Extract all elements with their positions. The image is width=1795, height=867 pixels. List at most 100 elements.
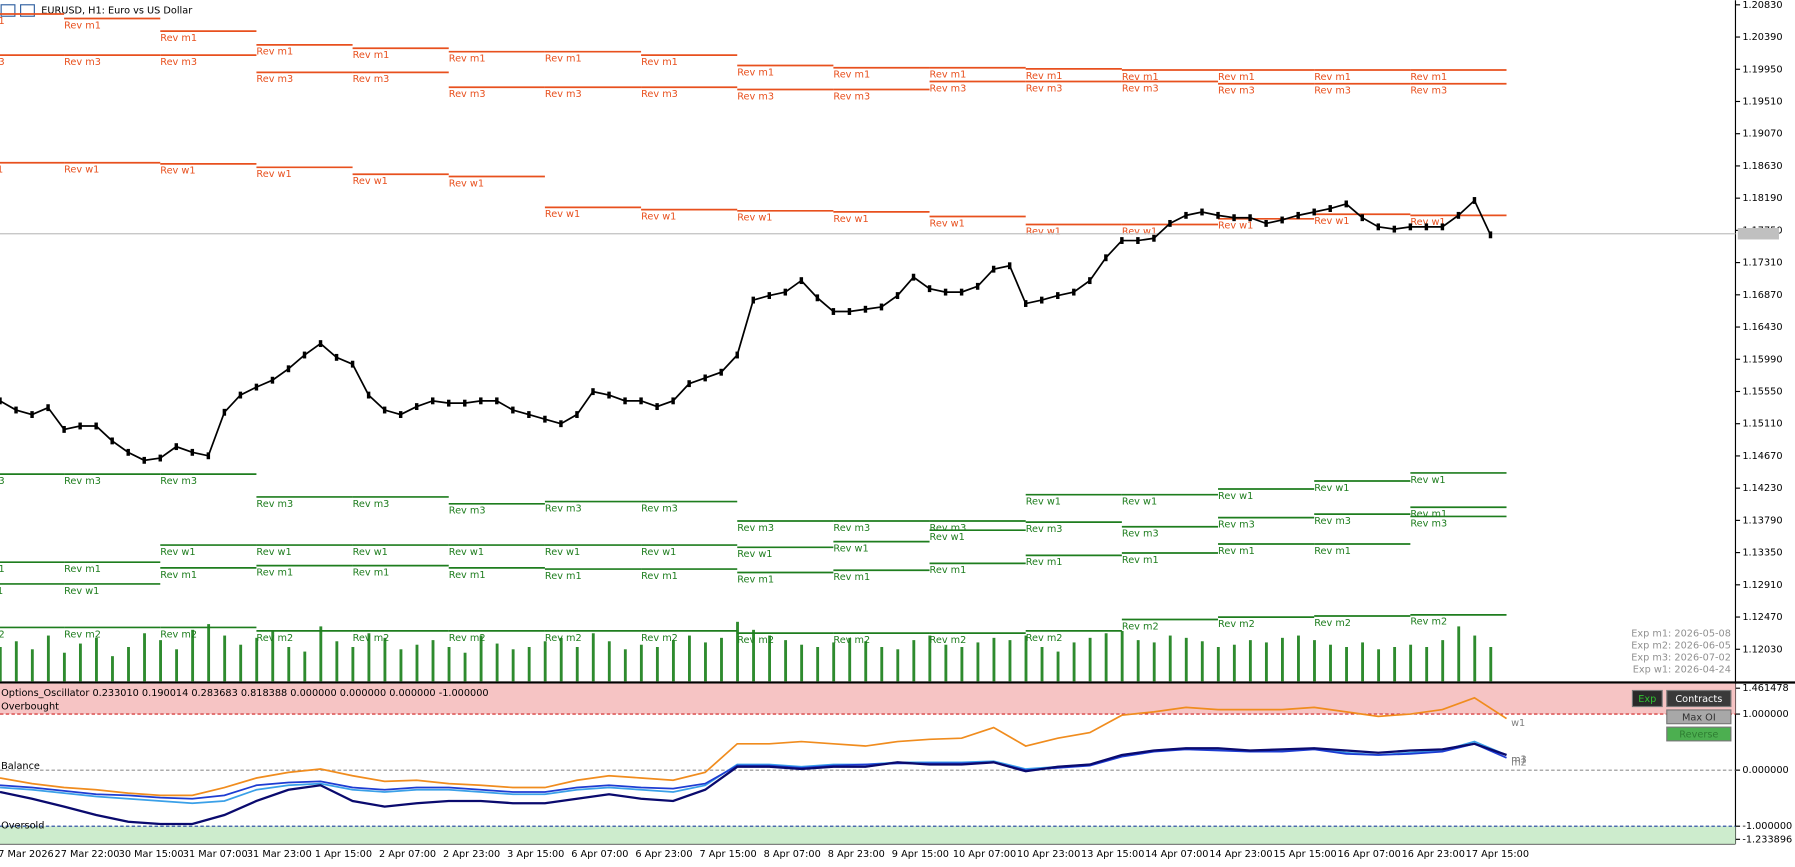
level-label: Rev w1 — [1122, 497, 1157, 508]
price-point — [1184, 211, 1188, 219]
button-label[interactable]: Contracts — [1675, 694, 1722, 705]
level-label: Rev w1 — [1122, 226, 1157, 237]
level-label: Rev w1 — [1314, 483, 1349, 494]
level-label: Rev m1 — [545, 54, 582, 65]
level-label: Rev m3 — [737, 91, 774, 102]
level-label: Rev m3 — [1314, 86, 1351, 97]
volume-bar — [864, 641, 868, 682]
volume-bar — [1008, 640, 1012, 682]
volume-bar — [1088, 637, 1092, 682]
button-label[interactable]: Max OI — [1682, 712, 1716, 723]
level-label: Rev m1 — [449, 570, 486, 581]
level-label: Rev w1 — [0, 165, 3, 176]
price-point — [30, 411, 34, 418]
x-tick-label: 14 Apr 07:00 — [1145, 849, 1208, 860]
level-label: Rev m2 — [160, 629, 197, 640]
x-tick-label: 16 Apr 07:00 — [1337, 849, 1400, 860]
volume-bar — [1280, 637, 1284, 682]
volume-bar — [1216, 646, 1220, 682]
level-label: Rev m3 — [353, 74, 390, 85]
price-point — [238, 391, 243, 399]
volume-bar — [1489, 646, 1493, 682]
volume-bar — [752, 629, 755, 682]
level-label: Rev w1 — [64, 586, 99, 597]
price-point — [719, 368, 723, 376]
y-tick-label: 1.000000 — [1742, 709, 1788, 720]
button[interactable]: Max OI — [1666, 709, 1732, 725]
volume-bar — [479, 635, 483, 682]
price-point — [943, 288, 948, 296]
level-label: Rev m2 — [1314, 618, 1351, 629]
price-point — [1023, 300, 1028, 307]
price-point — [1328, 205, 1332, 212]
level-label: Rev m3 — [64, 476, 101, 487]
y-tick-label: 1.18630 — [1742, 161, 1782, 172]
level-label: Rev m1 — [930, 70, 967, 81]
level-label: Rev m1 — [641, 57, 678, 68]
button-label[interactable]: Exp — [1638, 694, 1656, 705]
price-point — [1376, 223, 1381, 231]
volume-bar — [1345, 646, 1348, 682]
volume-bar — [639, 644, 643, 682]
level-label: Rev m3 — [641, 503, 678, 514]
level-label: Rev m2 — [64, 629, 101, 640]
level-label: Rev m1 — [0, 16, 5, 27]
x-tick-label: 1 Apr 15:00 — [315, 849, 372, 860]
level-label: Rev m3 — [256, 499, 293, 510]
price-point — [703, 374, 707, 382]
level-label: Rev m3 — [545, 503, 582, 514]
price-point — [62, 425, 66, 433]
y-tick-label: 0.000000 — [1742, 765, 1788, 776]
level-label: Rev w1 — [64, 165, 99, 176]
level-label: Rev w1 — [833, 214, 868, 225]
price-point — [1456, 211, 1461, 219]
price-point — [639, 397, 643, 405]
level-label: Rev m2 — [545, 633, 582, 644]
volume-bar — [175, 649, 179, 682]
price-point — [1168, 219, 1172, 227]
price-point — [975, 282, 980, 290]
series-label: m3 — [1511, 755, 1527, 766]
price-point — [1264, 219, 1268, 227]
level-label: Rev m2 — [449, 633, 486, 644]
price-point — [1280, 216, 1284, 224]
price-point — [366, 391, 371, 399]
x-tick-label: 3 Apr 15:00 — [507, 849, 564, 860]
volume-bar — [1184, 637, 1188, 682]
button[interactable]: Reverse — [1666, 726, 1732, 742]
volume-bar — [303, 651, 307, 682]
level-label: Rev w1 — [930, 218, 965, 229]
price-point — [142, 456, 146, 464]
y-tick-label: -1.000000 — [1742, 821, 1792, 832]
price-point — [1200, 208, 1204, 216]
volume-bar — [511, 649, 515, 682]
price-point — [1152, 234, 1156, 242]
level-label: Rev w1 — [449, 547, 484, 558]
volume-bar — [351, 646, 355, 682]
level-label: Rev m1 — [1314, 72, 1351, 83]
price-point — [1007, 262, 1012, 270]
level-label: Rev m2 — [1218, 619, 1255, 630]
volume-bar — [1056, 651, 1060, 682]
level-label: Rev m3 — [1410, 86, 1447, 97]
level-label: Rev m2 — [930, 635, 967, 646]
button[interactable]: Exp — [1631, 689, 1663, 708]
level-label: Rev m1 — [1410, 72, 1447, 83]
oscillator-line — [0, 696, 1507, 797]
price-point — [511, 406, 515, 414]
price-point — [479, 397, 483, 405]
level-label: Rev m1 — [449, 54, 486, 65]
volume-bar — [111, 656, 114, 682]
price-point — [1408, 223, 1413, 231]
volume-bar — [1040, 646, 1044, 682]
price-point — [831, 308, 836, 315]
button[interactable]: Contracts — [1666, 689, 1732, 708]
level-label: Rev w1 — [1410, 217, 1445, 228]
volume-bar — [736, 621, 739, 682]
price-point — [222, 408, 227, 416]
button-label[interactable]: Reverse — [1679, 730, 1718, 741]
level-label: Rev m2 — [833, 635, 870, 646]
volume-bar — [1313, 640, 1316, 682]
volume-bar — [367, 633, 371, 682]
